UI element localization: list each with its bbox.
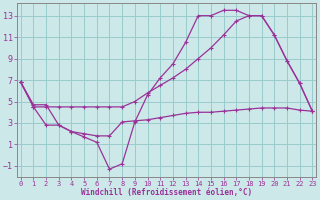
X-axis label: Windchill (Refroidissement éolien,°C): Windchill (Refroidissement éolien,°C) bbox=[81, 188, 252, 197]
